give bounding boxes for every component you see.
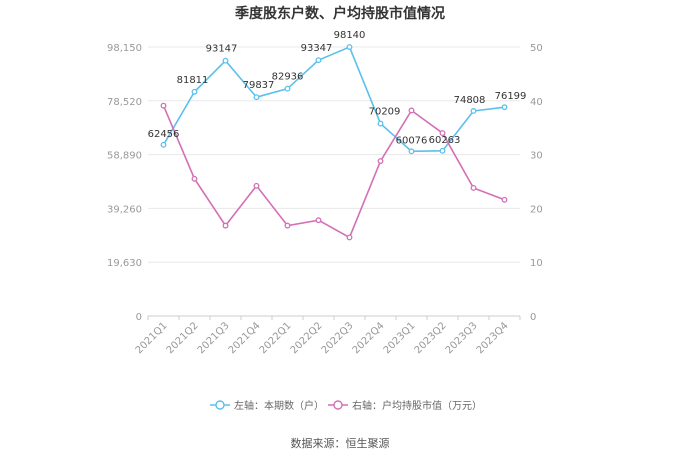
right-axis-ticks: 0 10 20 30 40 50	[530, 43, 543, 323]
series-2-point	[191, 175, 198, 182]
x-tick-label: 2023Q4	[475, 320, 511, 356]
series-1-point	[191, 88, 198, 95]
data-label: 74808	[454, 95, 486, 106]
series-line-2	[162, 105, 505, 239]
x-tick-label: 2021Q4	[227, 320, 263, 356]
x-tick-label: 2023Q1	[382, 320, 418, 356]
series-2-point	[377, 158, 384, 165]
x-tick-label: 2022Q1	[258, 320, 294, 356]
series-2-point	[160, 102, 167, 109]
x-tick-label: 2021Q3	[196, 320, 232, 356]
x-tick-label: 2021Q1	[134, 320, 170, 356]
series-2-point	[408, 107, 415, 114]
series-1-point	[377, 120, 384, 127]
series-1-point	[408, 148, 415, 155]
series-1-point	[315, 57, 322, 64]
left-tick-label: 19,630	[107, 258, 142, 269]
series-1-point	[222, 57, 229, 64]
legend: 左轴：本期数（户） 右轴：户均持股市值（万元）	[210, 399, 482, 412]
series-line-1	[162, 45, 505, 153]
data-label: 60263	[429, 135, 461, 146]
data-label: 60076	[396, 135, 428, 146]
series-2-point	[284, 222, 291, 229]
legend-entry: 右轴：户均持股市值（万元）	[352, 399, 482, 412]
x-tick-label: 2021Q2	[165, 320, 201, 356]
x-axis-ticks: 2021Q12021Q22021Q32021Q42022Q12022Q22022…	[134, 316, 521, 356]
source-note: 数据来源：恒生聚源	[291, 436, 390, 450]
right-tick-label: 50	[530, 43, 543, 54]
series-2-point	[470, 185, 477, 191]
data-label: 76199	[495, 91, 527, 102]
right-tick-label: 40	[530, 97, 543, 108]
series-1-point	[284, 85, 291, 92]
series-2-point	[253, 182, 260, 189]
series-2-point	[346, 234, 353, 241]
series-1-point	[253, 94, 260, 101]
data-label: 79837	[243, 80, 275, 91]
left-tick-label: 78,520	[107, 97, 142, 108]
x-tick-label: 2022Q4	[351, 320, 387, 356]
data-label: 93147	[206, 44, 238, 55]
data-label: 70209	[369, 107, 401, 118]
left-tick-label: 0	[136, 312, 142, 323]
series-1-point	[439, 147, 446, 154]
series-layer	[160, 44, 508, 241]
series-1-point	[470, 108, 477, 114]
data-label: 62456	[148, 129, 180, 140]
x-tick-label: 2022Q3	[320, 320, 356, 356]
x-tick-label: 2023Q2	[413, 320, 449, 356]
x-tick-label: 2022Q2	[289, 320, 325, 356]
series-1-point	[160, 141, 167, 148]
data-label: 98140	[334, 30, 366, 41]
right-tick-label: 0	[530, 312, 536, 323]
data-label: 93347	[301, 43, 333, 54]
right-tick-label: 20	[530, 204, 543, 215]
legend-swatch-marker	[333, 400, 343, 410]
legend-entry: 左轴：本期数（户）	[234, 399, 324, 412]
left-tick-label: 58,890	[107, 151, 142, 162]
left-tick-label: 39,260	[107, 204, 142, 215]
data-label: 82936	[272, 72, 304, 83]
right-tick-label: 10	[530, 258, 543, 269]
series-1-point	[346, 44, 353, 50]
series-2-point	[439, 130, 446, 137]
grid-lines	[148, 46, 520, 317]
x-tick-label: 2023Q3	[444, 320, 480, 356]
legend-swatch-marker	[215, 400, 225, 410]
right-tick-label: 30	[530, 151, 543, 162]
series-2-point	[315, 217, 322, 224]
left-tick-label: 98,150	[107, 43, 142, 54]
data-label: 81811	[177, 75, 209, 86]
series-1-point	[501, 104, 508, 111]
chart-title: 季度股东户数、户均持股市值情况	[234, 5, 445, 22]
series-2-point	[222, 222, 229, 229]
series-2-point	[501, 196, 508, 203]
left-axis-ticks: 0 19,630 39,260 58,890 78,520 98,150	[107, 43, 142, 323]
